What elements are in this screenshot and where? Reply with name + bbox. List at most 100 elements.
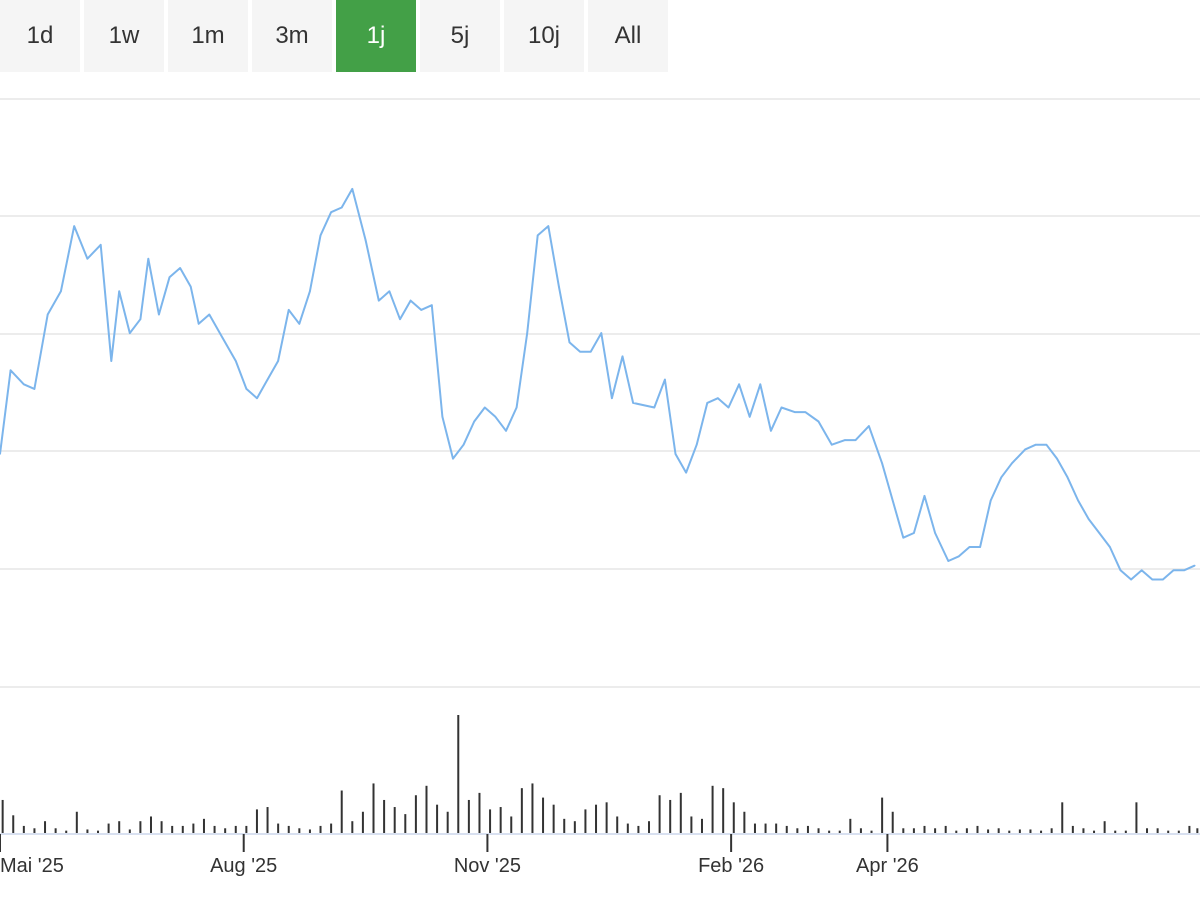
- volume-bar: [436, 804, 439, 833]
- volume-bar: [446, 811, 449, 833]
- price-point: [197, 323, 200, 325]
- volume-bar: [849, 818, 852, 833]
- volume-bar: [658, 795, 661, 833]
- price-point: [968, 546, 971, 548]
- price-point: [830, 443, 833, 446]
- volume-bar: [785, 825, 788, 833]
- price-point: [388, 290, 391, 293]
- volume-bar: [224, 828, 227, 833]
- volume-bar: [669, 799, 672, 833]
- price-point: [536, 234, 539, 237]
- price-point: [844, 439, 846, 441]
- volume-bar: [965, 828, 968, 833]
- volume-bar: [319, 825, 322, 833]
- volume-bar: [1093, 830, 1096, 833]
- price-point: [674, 453, 677, 455]
- volume-bar: [563, 818, 566, 833]
- price-point: [1140, 569, 1143, 572]
- price-point: [110, 360, 113, 362]
- price-point: [483, 406, 486, 409]
- price-point: [717, 397, 719, 400]
- volume-bar: [457, 715, 460, 833]
- volume-bar: [372, 783, 375, 833]
- price-point: [0, 453, 1, 455]
- tab-10j[interactable]: 10j: [504, 0, 584, 72]
- tab-5j[interactable]: 5j: [420, 0, 500, 72]
- price-point: [409, 299, 412, 302]
- tab-all[interactable]: All: [588, 0, 668, 72]
- volume-bar: [753, 823, 756, 833]
- price-point: [923, 495, 926, 497]
- volume-bar: [33, 828, 36, 833]
- volume-bar: [1040, 830, 1043, 833]
- volume-bar: [997, 828, 1000, 833]
- price-point: [33, 388, 36, 390]
- volume-bar: [806, 825, 809, 833]
- price-point: [685, 471, 687, 474]
- volume-bar: [891, 811, 894, 833]
- price-point: [913, 532, 915, 534]
- volume-bar: [923, 825, 926, 833]
- price-point: [399, 318, 401, 320]
- price-point: [189, 285, 192, 288]
- volume-bar: [1177, 830, 1180, 833]
- volume-bar: [22, 825, 25, 833]
- volume-bar: [277, 823, 280, 833]
- price-point: [168, 276, 171, 279]
- price-point: [1087, 518, 1090, 520]
- price-point: [1130, 578, 1132, 581]
- volume-bar: [1050, 828, 1053, 833]
- tab-1w[interactable]: 1w: [84, 0, 164, 72]
- volume-bar: [139, 821, 142, 833]
- price-point: [309, 290, 311, 293]
- price-point: [947, 560, 950, 562]
- price-point: [589, 350, 592, 353]
- price-point: [245, 388, 248, 390]
- volume-bar: [107, 823, 110, 833]
- volume-bar: [118, 821, 121, 833]
- price-point: [759, 383, 762, 386]
- tab-1j[interactable]: 1j: [336, 0, 416, 72]
- price-point: [364, 239, 367, 241]
- price-point: [473, 420, 475, 423]
- volume-bar: [626, 823, 629, 833]
- volume-bar: [54, 828, 57, 833]
- price-point: [330, 211, 332, 213]
- volume-bar: [1114, 830, 1117, 833]
- price-point: [1000, 476, 1003, 479]
- volume-bar: [171, 825, 174, 833]
- price-point: [234, 360, 237, 362]
- price-point: [494, 416, 497, 418]
- volume-bar: [828, 830, 831, 833]
- volume-bar: [1, 799, 4, 833]
- volume-bar: [478, 792, 481, 833]
- volume-bar: [75, 811, 78, 833]
- volume-bar: [330, 823, 333, 833]
- volume-bar: [12, 815, 15, 833]
- price-point: [378, 299, 380, 302]
- volume-bar: [679, 792, 682, 833]
- price-point: [1056, 457, 1058, 460]
- volume-bar: [499, 807, 502, 833]
- tab-3m[interactable]: 3m: [252, 0, 332, 72]
- volume-bar: [202, 818, 205, 833]
- volume-bar: [340, 790, 343, 833]
- price-point: [1098, 532, 1101, 534]
- tab-1m[interactable]: 1m: [168, 0, 248, 72]
- price-point: [1162, 578, 1164, 581]
- volume-bar: [944, 825, 947, 833]
- price-point: [1193, 564, 1196, 567]
- volume-bar: [149, 816, 152, 833]
- price-point: [958, 555, 960, 558]
- price-point: [881, 462, 883, 465]
- price-point: [340, 206, 343, 209]
- price-point: [526, 332, 528, 334]
- price-point: [706, 402, 709, 404]
- volume-bar: [1135, 802, 1138, 833]
- tab-1d[interactable]: 1d: [0, 0, 80, 72]
- price-point: [579, 350, 581, 353]
- volume-bar: [1167, 830, 1170, 833]
- volume-bar: [1029, 829, 1032, 833]
- price-point: [23, 383, 25, 386]
